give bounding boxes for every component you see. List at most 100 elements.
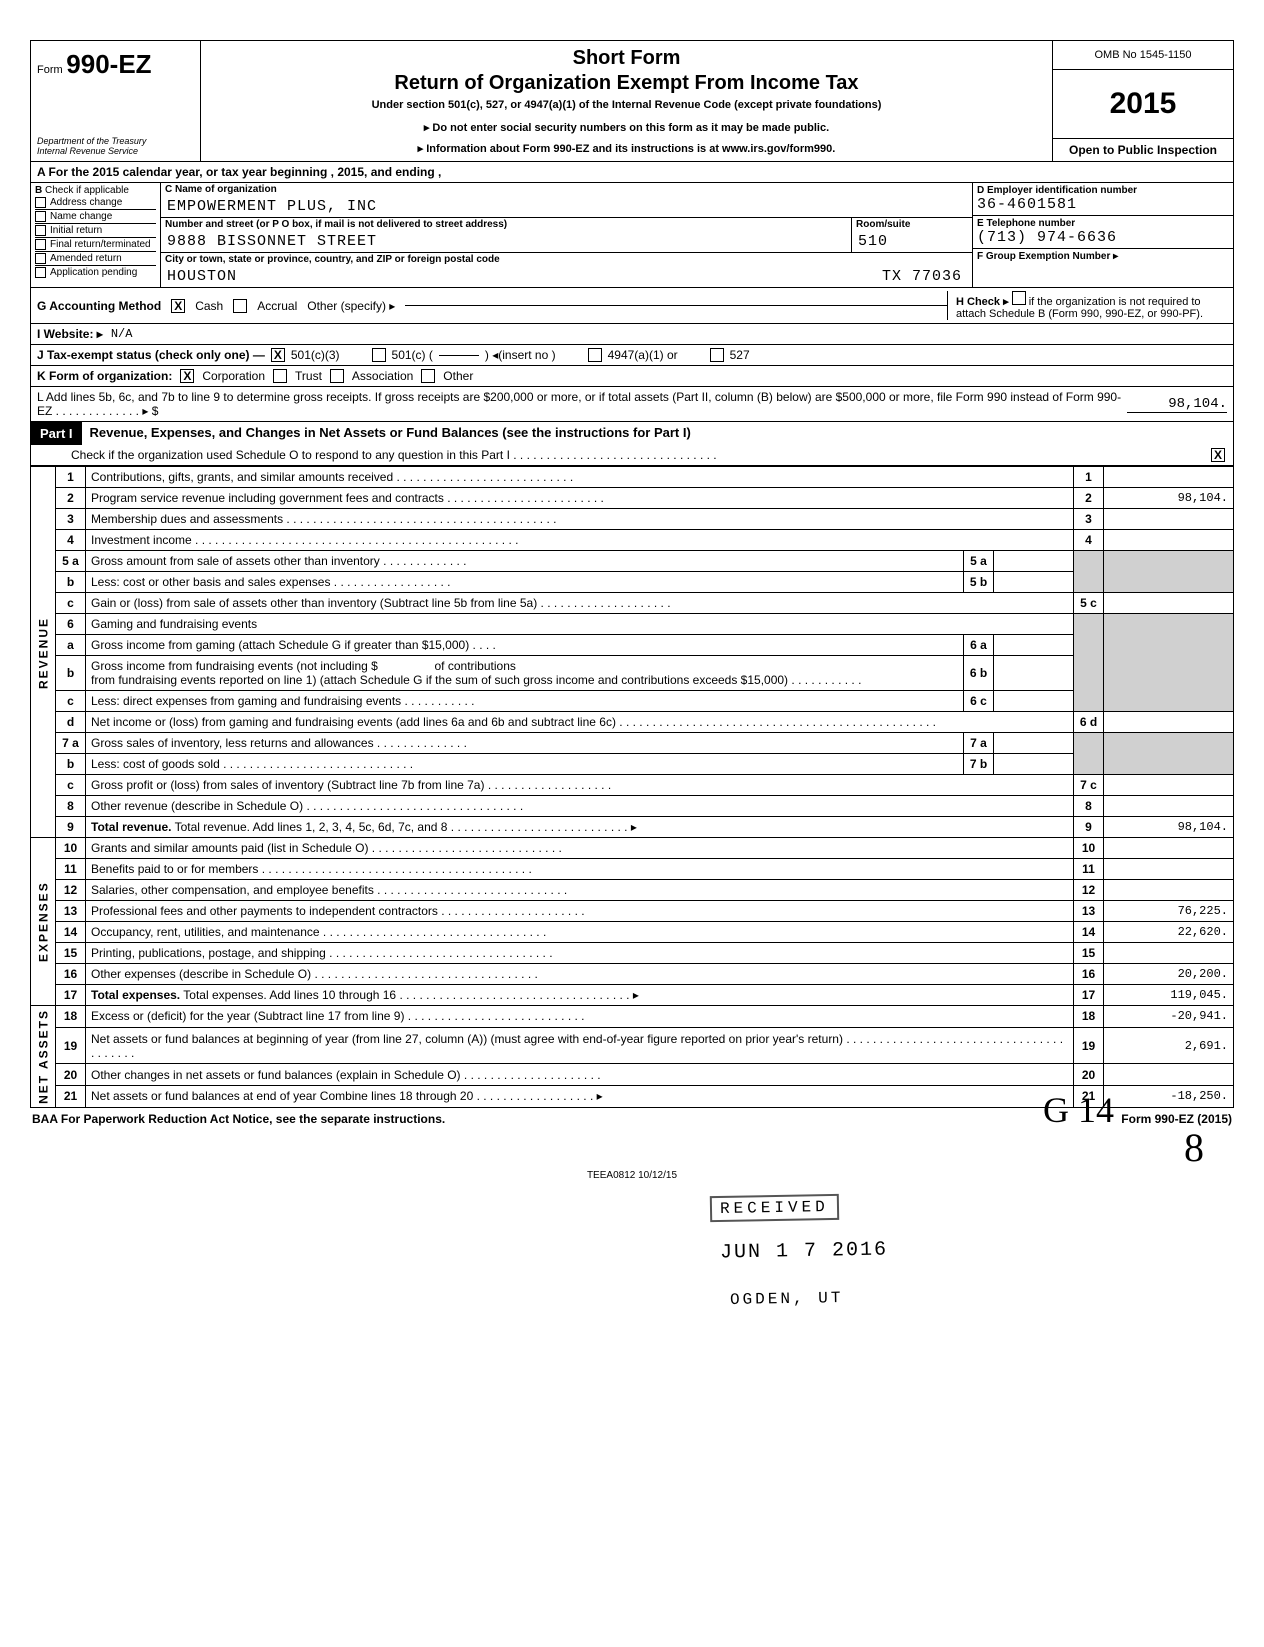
form-page: Form 990-EZ Department of the Treasury I… [30,40,1234,1181]
v6c[interactable] [994,691,1074,712]
cb-accrual[interactable] [233,299,247,313]
l21: Net assets or fund balances at end of ye… [91,1089,473,1103]
v4[interactable] [1104,530,1234,551]
l6b2: of contributions [435,659,516,673]
subtitle1: Under section 501(c), 527, or 4947(a)(1)… [211,99,1042,111]
l19: Net assets or fund balances at beginning… [91,1032,843,1046]
cb-trust[interactable] [273,369,287,383]
cb-final[interactable] [35,239,46,250]
cb-initial[interactable] [35,225,46,236]
l6d: Net income or (loss) from gaming and fun… [91,715,616,729]
v18[interactable]: -20,941. [1104,1006,1234,1028]
stamp-date: JUN 1 7 2016 [720,1239,888,1265]
v8[interactable] [1104,796,1234,817]
v17[interactable]: 119,045. [1104,985,1234,1006]
cb-addr-change[interactable] [35,197,46,208]
row-i: I Website: ▸ N/A [30,324,1234,345]
l20: Other changes in net assets or fund bala… [91,1068,461,1082]
signature2: 8 [1184,1124,1204,1171]
v9[interactable]: 98,104. [1104,817,1234,838]
v13[interactable]: 76,225. [1104,901,1234,922]
l11: Benefits paid to or for members [91,862,258,876]
v7b[interactable] [994,754,1074,775]
v21[interactable]: -18,250. [1104,1086,1234,1108]
part1-header: Part I Revenue, Expenses, and Changes in… [30,422,1234,466]
side-expenses: EXPENSES [31,838,56,1006]
cb-h[interactable] [1012,291,1026,305]
cb-other[interactable] [421,369,435,383]
col-c: C Name of organization EMPOWERMENT PLUS,… [161,183,973,287]
cb-name-change[interactable] [35,211,46,222]
v3[interactable] [1104,509,1234,530]
row-a: A For the 2015 calendar year, or tax yea… [30,162,1234,183]
cb-527[interactable] [710,348,724,362]
l17b: Total expenses. [91,988,180,1002]
l1: Contributions, gifts, grants, and simila… [91,470,393,484]
j-4947: 4947(a)(1) or [608,348,678,362]
v15[interactable] [1104,943,1234,964]
b-item-4: Amended return [50,253,122,264]
signature: G 14 [1043,1089,1114,1131]
phone: (713) 974-6636 [977,229,1229,246]
c-addr-label: Number and street (or P O box, if mail i… [161,218,851,231]
cb-501c[interactable] [372,348,386,362]
l6: Gaming and fundraising events [91,617,257,631]
cb-corp[interactable]: X [180,369,194,383]
l-text: L Add lines 5b, 6c, and 7b to line 9 to … [37,390,1127,418]
v5c[interactable] [1104,593,1234,614]
v14[interactable]: 22,620. [1104,922,1234,943]
baa-right: Form 990-EZ (2015) [1121,1112,1232,1126]
v1[interactable] [1104,467,1234,488]
b-item-2: Initial return [50,225,102,236]
v6d[interactable] [1104,712,1234,733]
v2[interactable]: 98,104. [1104,488,1234,509]
v7c[interactable] [1104,775,1234,796]
row-l: L Add lines 5b, 6c, and 7b to line 9 to … [30,387,1234,422]
header-right: OMB No 1545-1150 2015 Open to Public Ins… [1053,41,1233,161]
part1-title: Revenue, Expenses, and Changes in Net As… [82,422,1233,445]
c-city-label: City or town, state or province, country… [161,253,972,266]
v5b[interactable] [994,572,1074,593]
open-public: Open to Public Inspection [1053,139,1233,161]
v5a[interactable] [994,551,1074,572]
main-title: Return of Organization Exempt From Incom… [211,72,1042,95]
g-other: Other (specify) ▸ [307,299,395,313]
side-revenue: REVENUE [31,467,56,838]
cb-cash[interactable]: X [171,299,185,313]
short-form: Short Form [211,47,1042,70]
l-value: 98,104. [1127,396,1227,413]
l5a: Gross amount from sale of assets other t… [91,554,380,568]
l7b: Less: cost of goods sold [91,757,220,771]
l8: Other revenue (describe in Schedule O) [91,799,303,813]
stamp-received: RECEIVED [710,1194,839,1222]
v12[interactable] [1104,880,1234,901]
v19[interactable]: 2,691. [1104,1027,1234,1063]
cb-pending[interactable] [35,267,46,278]
v7a[interactable] [994,733,1074,754]
cb-amended[interactable] [35,253,46,264]
l10: Grants and similar amounts paid (list in… [91,841,368,855]
v16[interactable]: 20,200. [1104,964,1234,985]
v6b[interactable] [994,656,1074,691]
org-room: 510 [852,231,972,252]
l6c: Less: direct expenses from gaming and fu… [91,694,401,708]
v11[interactable] [1104,859,1234,880]
v20[interactable] [1104,1064,1234,1086]
cb-501c3[interactable]: X [271,348,285,362]
b-item-5: Application pending [50,267,137,278]
omb: OMB No 1545-1150 [1053,41,1233,70]
form-number: 990-EZ [66,49,151,79]
v10[interactable] [1104,838,1234,859]
part1-label: Part I [31,422,82,445]
header-left: Form 990-EZ Department of the Treasury I… [31,41,201,161]
v6a[interactable] [994,635,1074,656]
subtitle2: ▸ Do not enter social security numbers o… [211,121,1042,134]
form-prefix: Form [37,64,63,76]
b-item-1: Name change [50,211,112,222]
cb-part1[interactable]: X [1211,448,1225,462]
cb-4947[interactable] [588,348,602,362]
cb-assoc[interactable] [330,369,344,383]
l7c: Gross profit or (loss) from sales of inv… [91,778,484,792]
b-item-0: Address change [50,197,122,208]
l14: Occupancy, rent, utilities, and maintena… [91,925,320,939]
